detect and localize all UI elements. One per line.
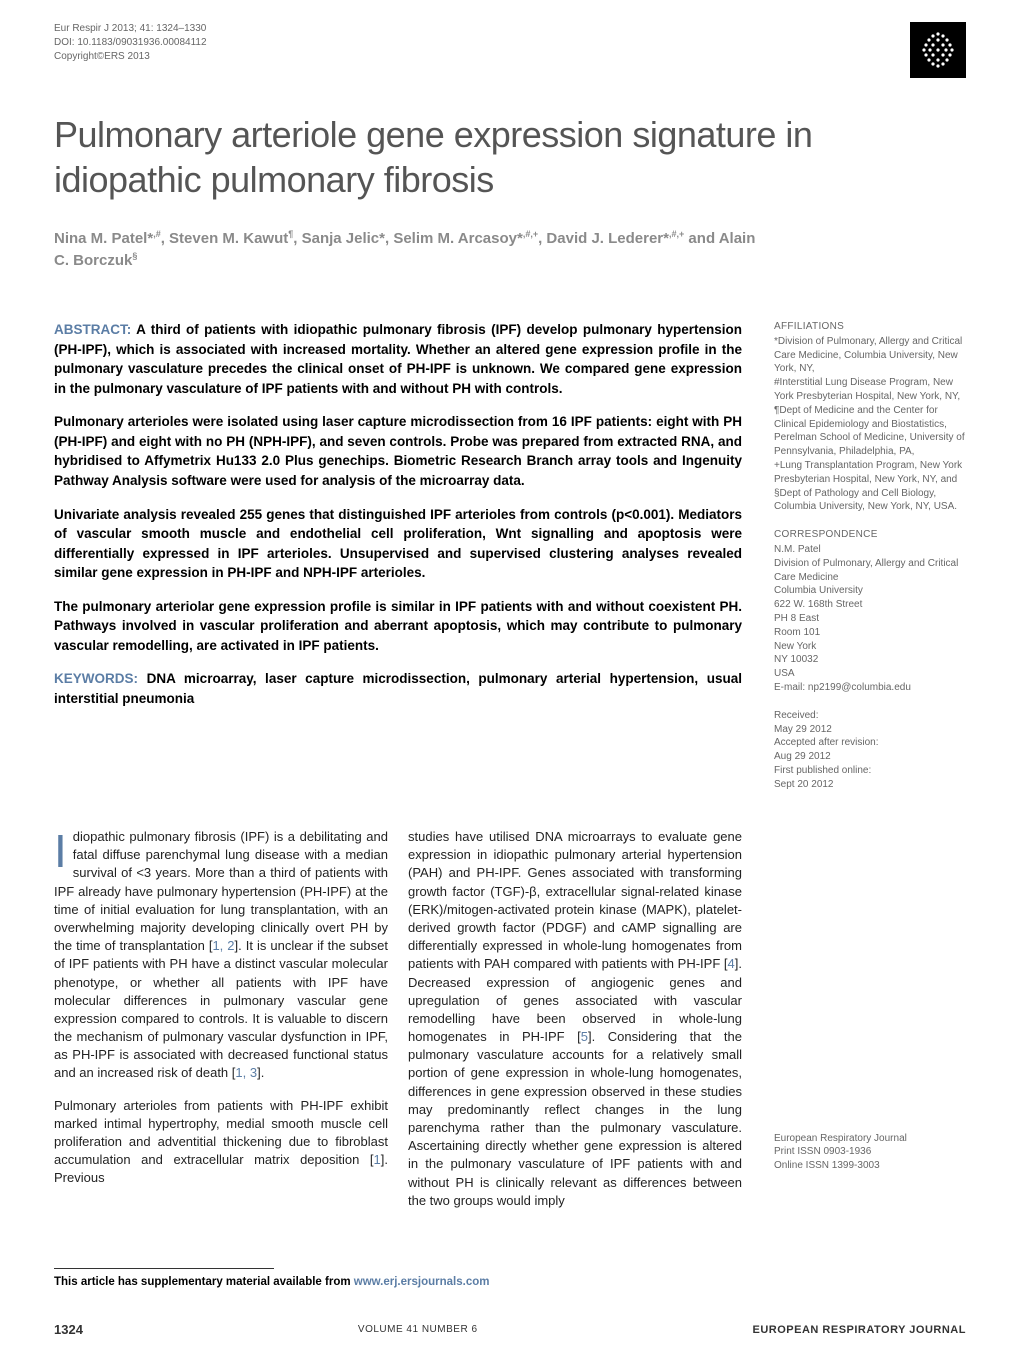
abstract-p1: A third of patients with idiopathic pulm… (54, 322, 742, 396)
received-date: May 29 2012 (774, 723, 966, 737)
article-title: Pulmonary arteriole gene expression sign… (54, 112, 966, 202)
keywords-text: DNA microarray, laser capture microdisse… (54, 671, 742, 706)
page-number: 1324 (54, 1322, 83, 1337)
abstract-p3: Univariate analysis revealed 255 genes t… (54, 505, 742, 583)
keywords-label: KEYWORDS: (54, 671, 138, 686)
journal-name: EUROPEAN RESPIRATORY JOURNAL (753, 1324, 966, 1336)
affiliations-section: AFFILIATIONS *Division of Pulmonary, All… (774, 320, 966, 514)
body-col1-p1: diopathic pulmonary fibrosis (IPF) is a … (54, 829, 388, 1080)
doi: DOI: 10.1183/09031936.00084112 (54, 36, 207, 50)
body-col-left: I diopathic pulmonary fibrosis (IPF) is … (54, 828, 388, 1210)
body-col-right: studies have utilised DNA microarrays to… (408, 828, 742, 1210)
dropcap: I (54, 828, 73, 871)
dates-section: Received: May 29 2012 Accepted after rev… (774, 709, 966, 792)
volume-info: VOLUME 41 NUMBER 6 (358, 1324, 478, 1335)
body-text: I diopathic pulmonary fibrosis (IPF) is … (54, 828, 742, 1210)
author-list: Nina M. Patel*,#, Steven M. Kawut¶, Sanj… (54, 228, 770, 272)
sidebar: AFFILIATIONS *Division of Pulmonary, All… (774, 320, 966, 1187)
body-col1-p2: Pulmonary arterioles from patients with … (54, 1097, 388, 1188)
footnote-rule (54, 1268, 274, 1269)
first-pub-date: Sept 20 2012 (774, 778, 966, 792)
journal-issn-section: European Respiratory Journal Print ISSN … (774, 1132, 966, 1173)
correspondence-label: CORRESPONDENCE (774, 528, 966, 542)
journal-meta: Eur Respir J 2013; 41: 1324–1330 DOI: 10… (54, 22, 207, 64)
abstract-label: ABSTRACT: (54, 322, 131, 337)
ers-logo (910, 22, 966, 78)
first-pub-label: First published online: (774, 764, 966, 778)
copyright: Copyright©ERS 2013 (54, 50, 207, 64)
journal-issn-text: European Respiratory Journal Print ISSN … (774, 1132, 966, 1173)
supp-link[interactable]: www.erj.ersjournals.com (354, 1276, 490, 1288)
journal-ref: Eur Respir J 2013; 41: 1324–1330 (54, 22, 207, 36)
abstract: ABSTRACT: A third of patients with idiop… (54, 320, 742, 723)
body-col2-p1: studies have utilised DNA microarrays to… (408, 828, 742, 1210)
affiliations-label: AFFILIATIONS (774, 320, 966, 334)
received-label: Received: (774, 709, 966, 723)
accepted-date: Aug 29 2012 (774, 750, 966, 764)
abstract-p4: The pulmonary arteriolar gene expression… (54, 597, 742, 656)
abstract-p2: Pulmonary arterioles were isolated using… (54, 412, 742, 490)
correspondence-section: CORRESPONDENCE N.M. Patel Division of Pu… (774, 528, 966, 695)
affiliations-text: *Division of Pulmonary, Allergy and Crit… (774, 335, 966, 514)
supplementary-note: This article has supplementary material … (54, 1276, 742, 1288)
page-footer: 1324 VOLUME 41 NUMBER 6 EUROPEAN RESPIRA… (54, 1322, 966, 1337)
supp-text: This article has supplementary material … (54, 1276, 354, 1288)
correspondence-text: N.M. Patel Division of Pulmonary, Allerg… (774, 543, 966, 695)
accepted-label: Accepted after revision: (774, 736, 966, 750)
